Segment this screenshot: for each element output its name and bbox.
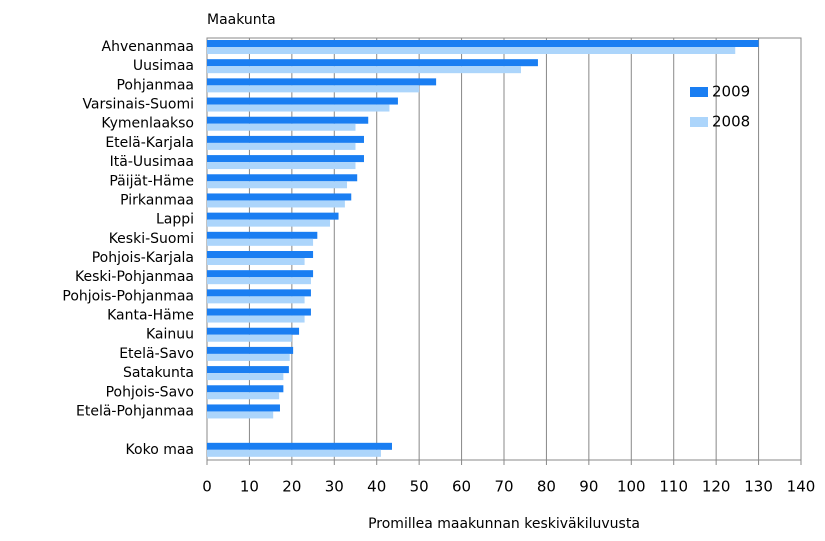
bar [207, 411, 274, 419]
bar [207, 442, 392, 450]
bar [207, 174, 358, 182]
bar [207, 135, 364, 143]
x-tick-label: 60 [452, 478, 471, 496]
legend-label: 2009 [712, 83, 750, 101]
bar [207, 66, 521, 74]
bar [207, 334, 292, 342]
bar [207, 40, 759, 47]
bar [207, 366, 289, 374]
y-tick-label: Itä-Uusimaa [110, 154, 194, 170]
y-tick-label: Keski-Pohjanmaa [75, 269, 194, 285]
y-tick-label: Kainuu [146, 327, 194, 343]
bar [207, 315, 305, 323]
bar [207, 59, 538, 67]
y-tick-label: Kymenlaakso [101, 116, 194, 132]
bar [207, 155, 364, 163]
bar [207, 270, 314, 278]
bar [207, 231, 318, 239]
y-tick-label: Pohjois-Savo [106, 384, 194, 400]
bar [207, 296, 305, 304]
x-tick-label: 40 [367, 478, 386, 496]
y-tick-label: Varsinais-Suomi [82, 97, 194, 113]
bar [207, 327, 300, 335]
y-tick-label: Pirkanmaa [120, 192, 194, 208]
bar [207, 258, 305, 265]
x-tick-label: 110 [659, 478, 688, 496]
bar [207, 251, 314, 258]
bar [207, 162, 356, 170]
x-tick-label: 10 [240, 478, 259, 496]
bar [207, 289, 311, 297]
legend-label: 2008 [712, 113, 750, 131]
x-tick-label: 120 [702, 478, 731, 496]
bar [207, 392, 280, 400]
y-tick-label: Etelä-Karjala [105, 135, 194, 151]
y-tick-label: Pohjois-Karjala [92, 250, 194, 266]
x-tick-label: 0 [202, 478, 212, 496]
y-tick-label: Etelä-Pohjanmaa [76, 403, 194, 419]
bar [207, 142, 356, 150]
bar [207, 353, 290, 361]
y-tick-label: Keski-Suomi [109, 231, 194, 247]
x-tick-label: 90 [579, 478, 598, 496]
bar [207, 123, 356, 131]
y-tick-label: Pohjanmaa [116, 77, 194, 93]
legend-swatch [690, 87, 708, 97]
y-tick-label: Koko maa [126, 442, 194, 458]
bar [207, 373, 284, 381]
y-tick-label: Satakunta [123, 365, 194, 381]
x-tick-label: 140 [787, 478, 816, 496]
bar [207, 97, 398, 105]
y-tick-label: Kanta-Häme [107, 308, 194, 324]
x-tick-label: 80 [537, 478, 556, 496]
y-tick-label: Lappi [156, 212, 194, 228]
plot-frame [206, 37, 802, 461]
bar [207, 277, 311, 285]
bar [207, 181, 348, 189]
y-tick-label: Ahvenanmaa [102, 39, 194, 55]
y-tick-label: Etelä-Savo [119, 346, 194, 362]
bar [207, 238, 314, 246]
x-tick-label: 70 [494, 478, 513, 496]
bar [207, 385, 284, 393]
x-tick-label: 100 [617, 478, 646, 496]
x-axis-title: Promillea maakunnan keskiväkiluvusta [368, 516, 640, 532]
bar [207, 104, 390, 112]
bar [207, 308, 311, 316]
bar [207, 404, 280, 412]
bar [207, 85, 420, 93]
bar [207, 212, 339, 220]
bar [207, 200, 345, 208]
bar [207, 449, 381, 457]
bar [207, 47, 736, 54]
bar [207, 193, 352, 201]
bar [207, 346, 294, 354]
x-tick-label: 20 [282, 478, 301, 496]
bar [207, 219, 331, 227]
legend-swatch [690, 117, 708, 127]
x-tick-label: 50 [410, 478, 429, 496]
y-tick-label: Päijät-Häme [109, 173, 194, 189]
x-tick-label: 130 [744, 478, 773, 496]
y-tick-label: Pohjois-Pohjanmaa [62, 288, 194, 304]
bar [207, 78, 437, 86]
y-axis-title: Maakunta [207, 12, 276, 28]
x-tick-label: 30 [325, 478, 344, 496]
y-tick-label: Uusimaa [133, 58, 194, 74]
bar [207, 116, 369, 124]
